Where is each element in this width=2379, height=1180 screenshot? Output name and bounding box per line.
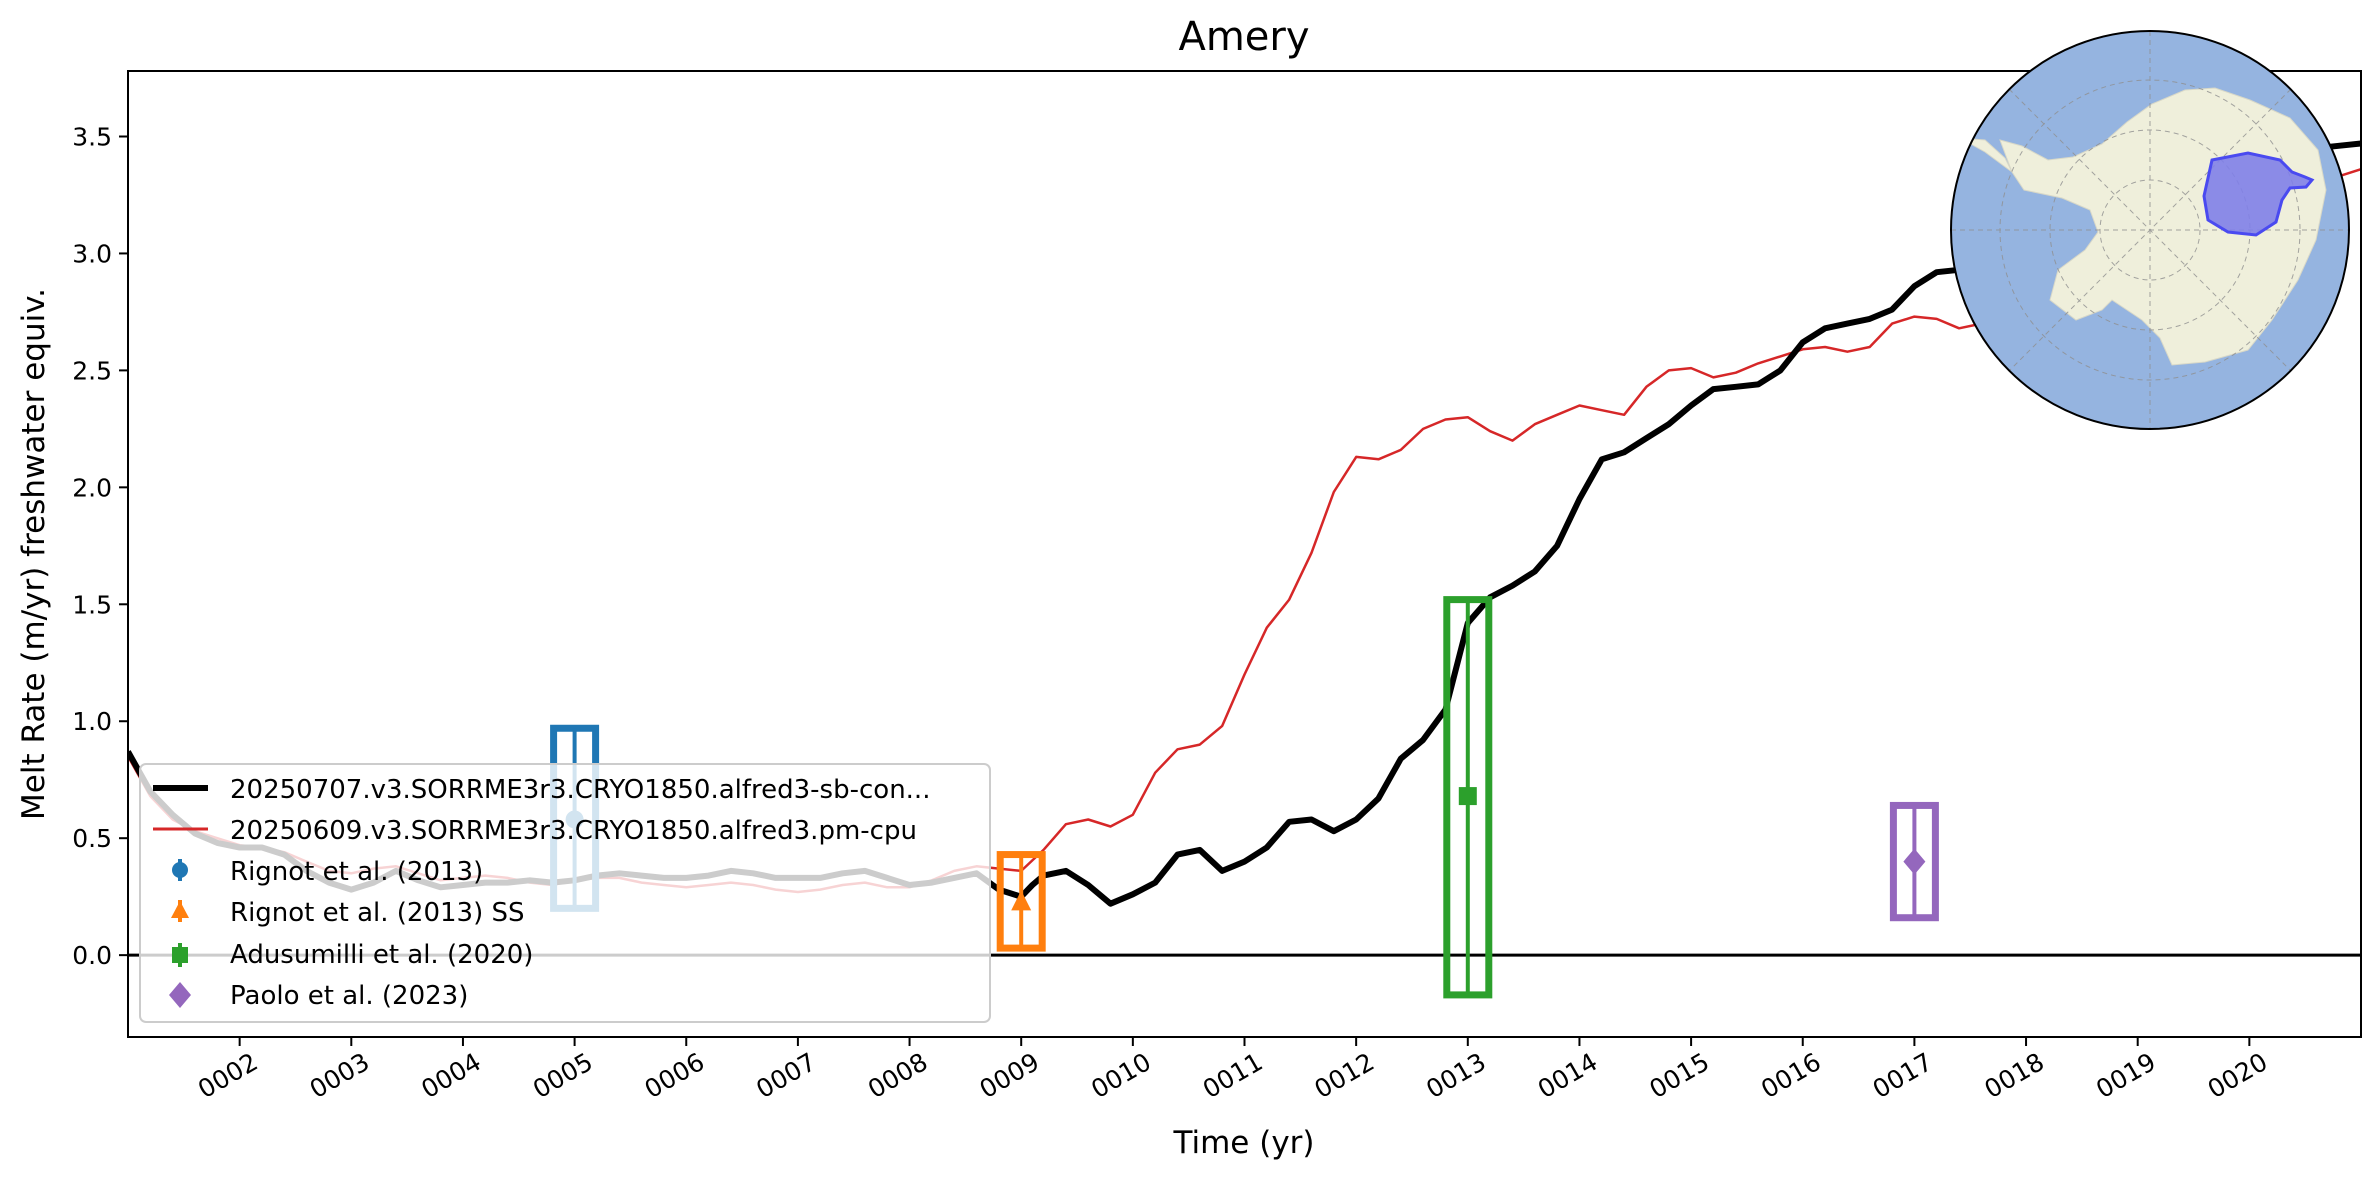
x-tick-label: 0011 [1198,1047,1268,1104]
map-region-amery [2202,151,2315,237]
legend-entry: 20250609.v3.SORRME3r3.CRYO1850.alfred3.p… [153,816,917,846]
y-tick-label: 3.0 [72,239,112,268]
x-axis-label: Time (yr) [1173,1125,1315,1161]
legend-label: 20250609.v3.SORRME3r3.CRYO1850.alfred3.p… [230,816,917,846]
y-axis: 0.0 0.5 1.0 1.5 2.0 2.5 3.0 3.5 [72,122,128,970]
x-tick-label: 0017 [1868,1047,1938,1104]
y-tick-label: 2.5 [72,356,112,385]
y-tick-label: 1.0 [72,707,112,736]
x-tick-label: 0016 [1756,1047,1826,1104]
legend-label: Rignot et al. (2013) [230,857,483,887]
y-tick-label: 0.5 [72,824,112,853]
x-tick-label: 0009 [975,1047,1045,1104]
y-tick-label: 2.0 [72,473,112,502]
legend-triangle-marker [171,901,189,918]
x-tick-label: 0007 [751,1047,821,1104]
chart-title: Amery [1178,14,1309,60]
x-tick-label: 0005 [528,1047,598,1104]
x-tick-label: 0008 [863,1047,933,1104]
y-axis-label: Melt Rate (m/yr) freshwater equiv. [16,288,52,820]
x-tick-label: 0003 [305,1047,375,1104]
x-tick-label: 0004 [416,1047,486,1104]
y-tick-label: 3.5 [72,122,112,151]
antarctica-inset-map [1950,30,2350,430]
legend-entry: 20250707.v3.SORRME3r3.CRYO1850.alfred3-s… [153,775,930,805]
x-tick-label: 0018 [1979,1047,2049,1104]
x-tick-label: 0013 [1421,1047,1491,1104]
x-tick-label: 0010 [1086,1047,1156,1104]
legend-square-marker [172,947,188,963]
y-tick-label: 1.5 [72,590,112,619]
x-tick-label: 0002 [193,1047,263,1104]
x-tick-label: 0014 [1533,1047,1603,1104]
legend-label: 20250707.v3.SORRME3r3.CRYO1850.alfred3-s… [230,775,930,805]
x-tick-label: 0012 [1310,1047,1380,1104]
legend-label: Paolo et al. (2023) [230,981,468,1011]
x-axis: 0002 0003 0004 0005 0006 0007 0008 0009 0010 0011… [193,1037,2272,1104]
observation-marker [1011,890,1032,911]
legend: 20250707.v3.SORRME3r3.CRYO1850.alfred3-s… [139,763,991,1023]
x-tick-label: 0015 [1644,1047,1714,1104]
x-tick-label: 0019 [2091,1047,2161,1104]
legend-entry: Rignot et al. (2013) [172,857,483,887]
x-tick-label: 0006 [640,1047,710,1104]
legend-label: Rignot et al. (2013) SS [230,898,525,928]
y-tick-label: 0.0 [72,941,112,970]
legend-entry: Adusumilli et al. (2020) [172,940,533,970]
legend-diamond-marker [169,982,191,1008]
observation-marker [1903,848,1926,875]
observation-marker [1458,787,1477,806]
map-border [1950,30,2350,430]
legend-circle-marker [172,862,188,878]
legend-entry: Paolo et al. (2023) [169,981,468,1011]
x-tick-label: 0020 [2203,1047,2273,1104]
legend-entry: Rignot et al. (2013) SS [171,898,525,928]
legend-box [139,763,991,1023]
legend-label: Adusumilli et al. (2020) [230,940,533,970]
